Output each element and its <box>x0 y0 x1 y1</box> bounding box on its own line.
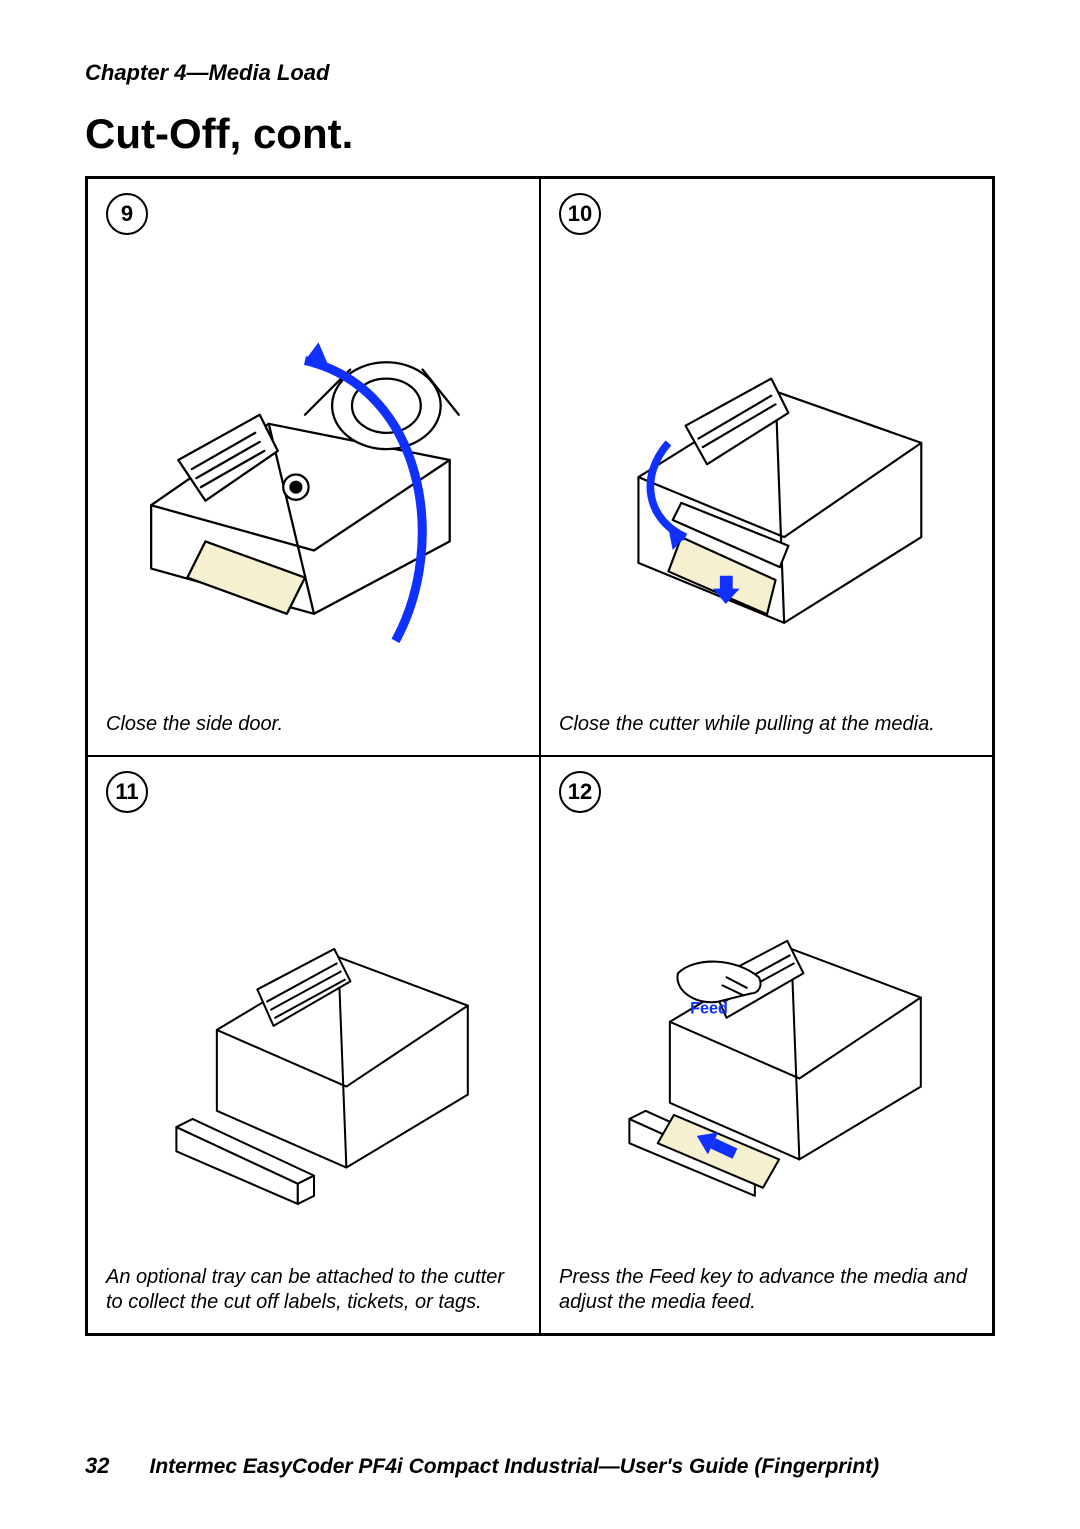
step-number-badge: 9 <box>106 193 148 235</box>
step-number-badge: 11 <box>106 771 148 813</box>
illustration-11 <box>106 813 521 1263</box>
footer-doc-title: Intermec EasyCoder PF4i Compact Industri… <box>149 1455 879 1479</box>
page-title: Cut-Off, cont. <box>85 110 995 158</box>
step-cell-9: 9 <box>87 178 540 756</box>
illustration-10 <box>559 235 974 685</box>
chapter-header: Chapter 4—Media Load <box>85 60 995 86</box>
steps-grid: 9 <box>85 176 995 1336</box>
feed-key-label: Feed <box>690 1000 728 1018</box>
step-cell-12: 12 <box>540 756 993 1334</box>
step-caption: An optional tray can be attached to the … <box>106 1263 521 1315</box>
step-caption: Close the side door. <box>106 685 521 737</box>
step-caption: Close the cutter while pulling at the me… <box>559 685 974 737</box>
step-number-badge: 12 <box>559 771 601 813</box>
step-cell-11: 11 An optional tray ca <box>87 756 540 1334</box>
page-number: 32 <box>85 1453 109 1479</box>
step-caption: Press the Feed key to advance the media … <box>559 1263 974 1315</box>
step-cell-10: 10 <box>540 178 993 756</box>
page-footer: 32 Intermec EasyCoder PF4i Compact Indus… <box>85 1453 995 1479</box>
illustration-9 <box>106 235 521 685</box>
illustration-12: Feed <box>559 813 974 1263</box>
step-number-badge: 10 <box>559 193 601 235</box>
